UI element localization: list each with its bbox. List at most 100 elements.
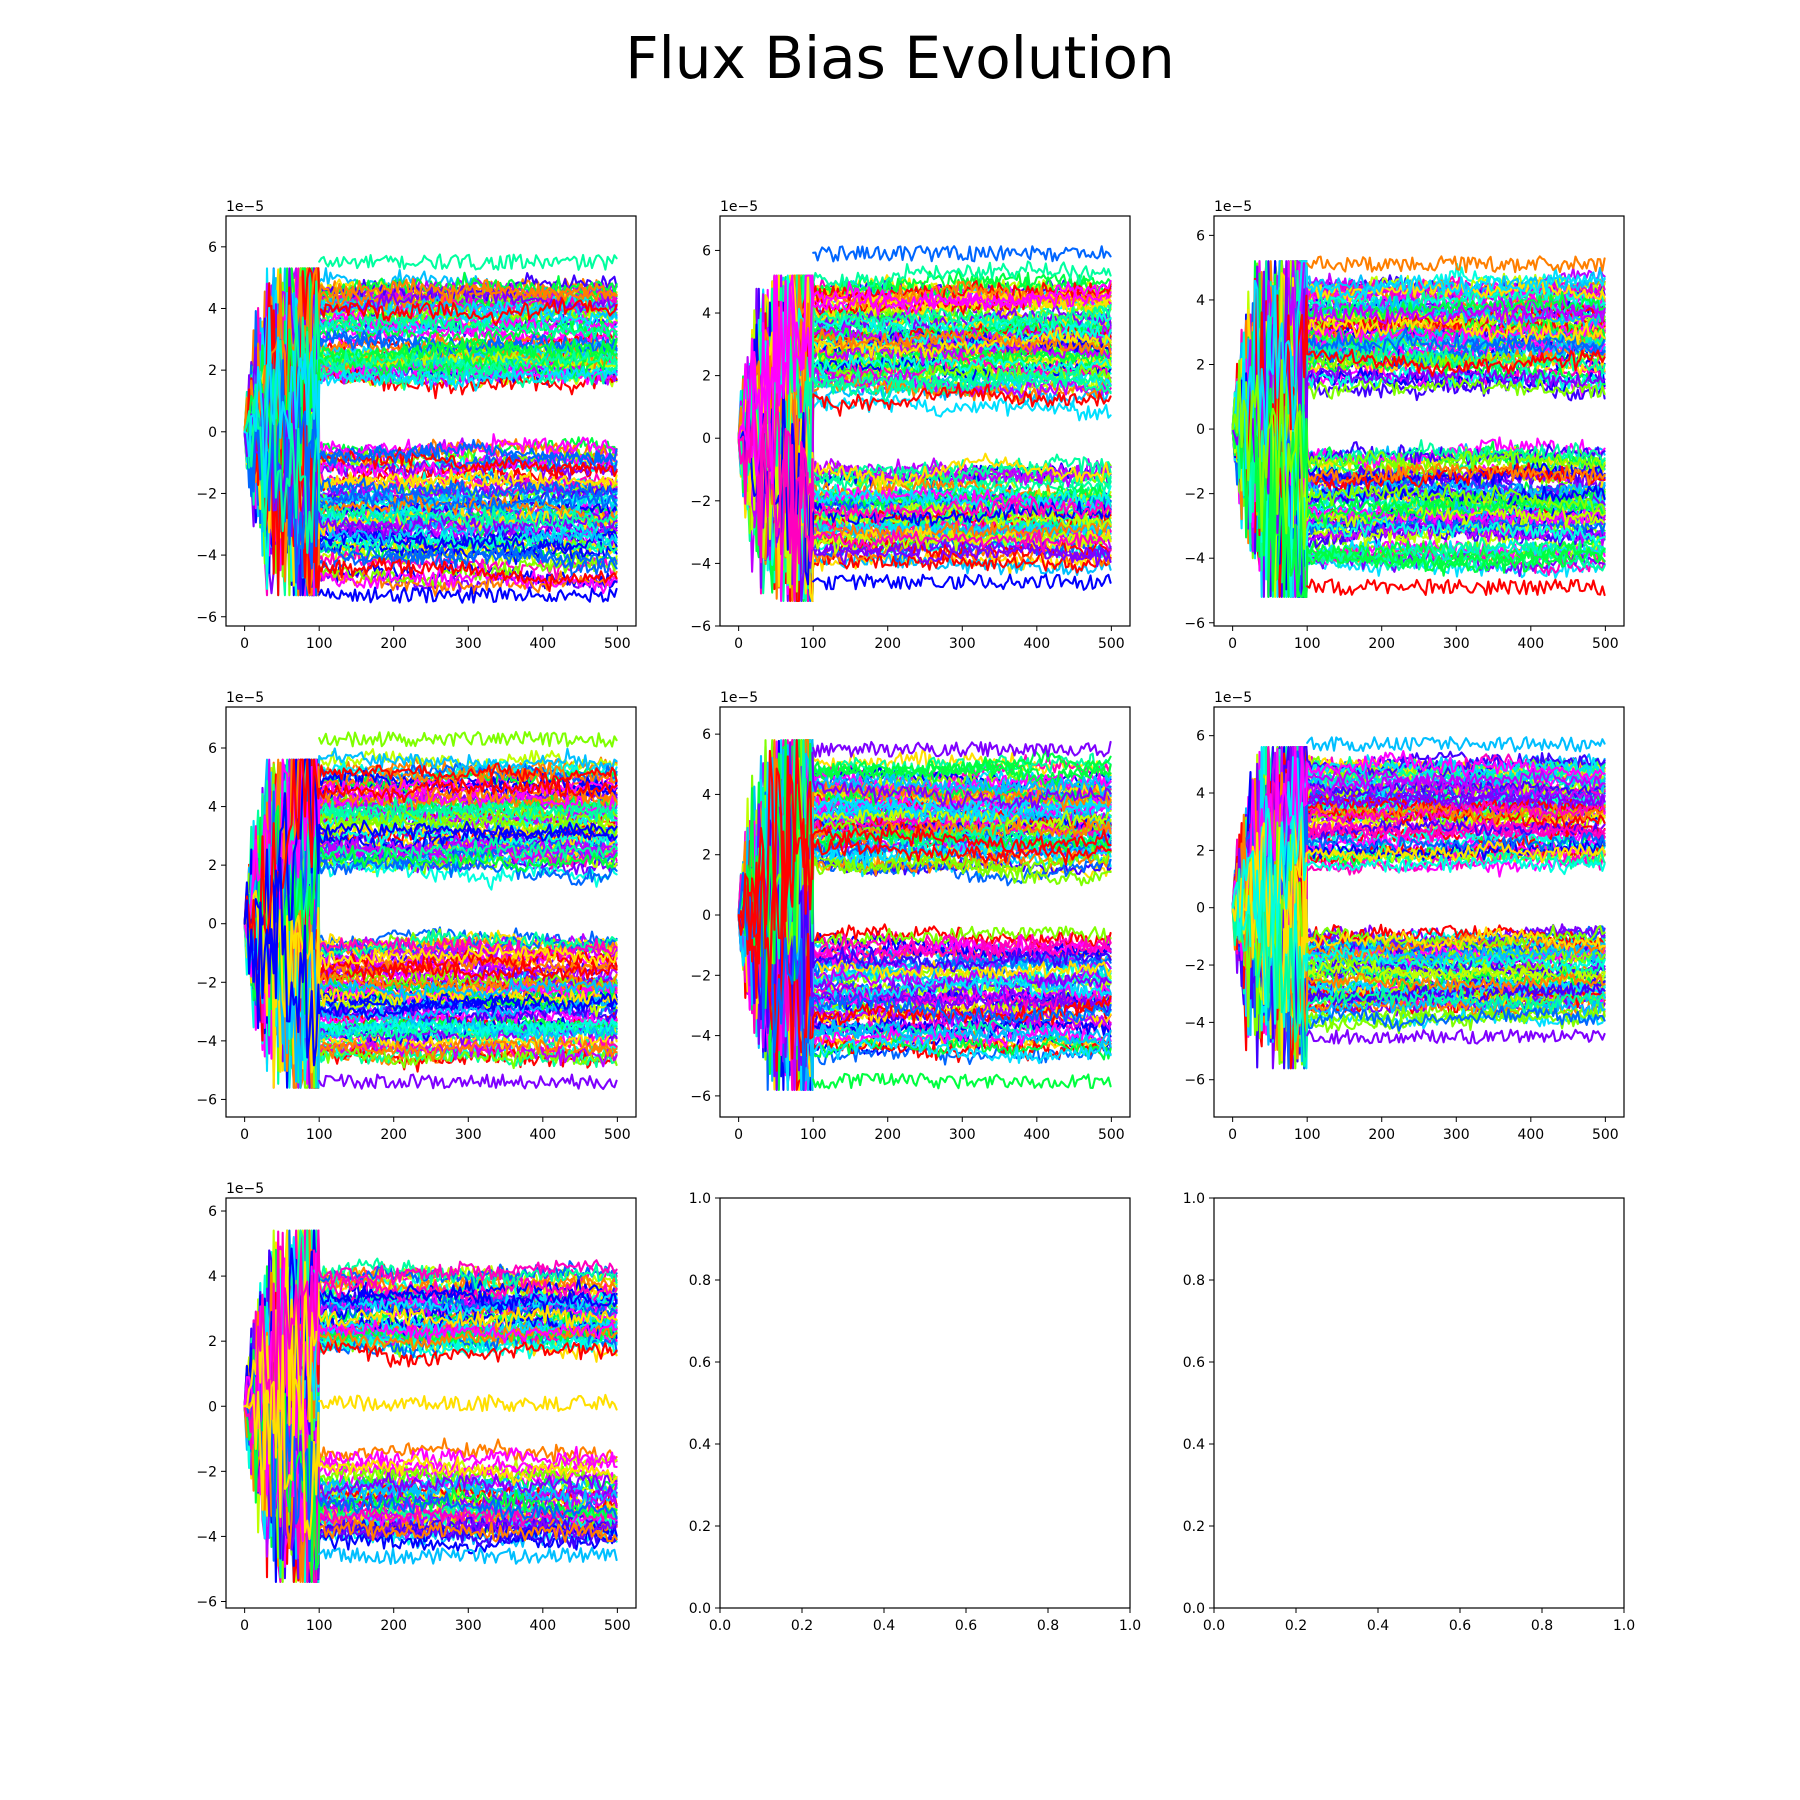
y-tick-label: 0 — [208, 917, 217, 933]
axes-frame — [719, 215, 1131, 627]
x-tick-label: 300 — [949, 1127, 976, 1143]
trace-line — [737, 871, 1112, 1091]
x-tick-label: 100 — [800, 1127, 827, 1143]
x-tick-label: 0.6 — [1449, 1618, 1471, 1634]
x-tick-label: 100 — [1294, 1127, 1321, 1143]
trace-line — [737, 274, 1112, 512]
y-tick-label: 0 — [1196, 422, 1205, 438]
y-tick-label: −4 — [1184, 551, 1205, 567]
x-tick-label: 300 — [455, 1618, 482, 1634]
x-tick-label: 0 — [1228, 1127, 1237, 1143]
x-tick-label: 200 — [1368, 636, 1395, 652]
x-tick-label: 0 — [240, 636, 249, 652]
subplot-2: 0 100 200 300 400 500 −6 −4 −2 0 2 4 6 1e−5 — [690, 199, 1131, 652]
y-tick-label: 6 — [208, 1204, 217, 1220]
y-tick-label: 0.6 — [689, 1355, 711, 1371]
y-tick-label: 6 — [702, 727, 711, 743]
extreme-trace-line — [812, 245, 1112, 263]
x-tick-label: 100 — [800, 636, 827, 652]
axes-frame — [225, 215, 637, 627]
subplot-8: 0.0 0.2 0.4 0.6 0.8 1.0 0.0 0.2 0.4 0.6 0.8 1.0 — [689, 1191, 1141, 1634]
trace-line — [243, 805, 618, 1015]
trace-group — [243, 730, 618, 1091]
x-tick-label: 0.2 — [1285, 1618, 1307, 1634]
x-tick-label: 0.8 — [1531, 1618, 1553, 1634]
y-offset-label: 1e−5 — [1214, 199, 1252, 215]
y-offset-label: 1e−5 — [226, 690, 264, 706]
trace-line — [1231, 375, 1606, 598]
y-tick-label: 1.0 — [689, 1191, 711, 1207]
trace-line — [737, 367, 1112, 524]
y-tick-label: 1.0 — [1183, 1191, 1205, 1207]
extreme-trace-line — [318, 1546, 618, 1566]
x-tick-label: 300 — [1443, 1127, 1470, 1143]
subplot-9: 0.0 0.2 0.4 0.6 0.8 1.0 0.0 0.2 0.4 0.6 0.8 1.0 — [1183, 1191, 1635, 1634]
axes-frame — [225, 1197, 637, 1609]
y-tick-label: −4 — [196, 1034, 217, 1050]
trace-line — [737, 274, 1112, 485]
y-tick-label: 4 — [208, 1269, 217, 1285]
y-tick-label: −6 — [690, 1089, 711, 1105]
extreme-trace-line — [318, 1393, 618, 1413]
y-tick-label: 0.8 — [689, 1273, 711, 1289]
trace-line — [737, 755, 1112, 993]
x-tick-label: 100 — [306, 1618, 333, 1634]
axes-frame — [1213, 215, 1625, 627]
extreme-trace-line — [812, 573, 1112, 591]
trace-line — [1231, 801, 1606, 954]
x-tick-label: 0.4 — [1367, 1618, 1389, 1634]
trace-line — [1231, 866, 1606, 1070]
y-tick-label: 0.6 — [1183, 1355, 1205, 1371]
y-tick-label: −2 — [690, 494, 711, 510]
trace-line — [737, 372, 1112, 603]
subplot-3: 0 100 200 300 400 500 −6 −4 −2 0 2 4 6 1e−5 — [1184, 199, 1625, 652]
y-tick-label: 0 — [702, 908, 711, 924]
y-tick-label: 2 — [1196, 843, 1205, 859]
y-tick-label: 0.0 — [1183, 1601, 1205, 1617]
trace-line — [243, 856, 618, 1067]
y-tick-label: −4 — [196, 548, 217, 564]
trace-line — [737, 773, 1112, 1028]
y-tick-label: 2 — [208, 1334, 217, 1350]
extreme-trace-line — [1306, 578, 1606, 597]
y-tick-label: −4 — [690, 556, 711, 572]
y-tick-label: 0.2 — [689, 1519, 711, 1535]
x-tick-label: 0.0 — [1203, 1618, 1225, 1634]
trace-line — [243, 1334, 618, 1541]
x-tick-label: 500 — [1098, 1127, 1125, 1143]
x-tick-label: 0.0 — [709, 1618, 731, 1634]
trace-line — [243, 1229, 618, 1471]
y-tick-label: 4 — [1196, 293, 1205, 309]
trace-line — [737, 280, 1112, 518]
subplot-6: 0 100 200 300 400 500 −6 −4 −2 0 2 4 6 1e−5 — [1184, 690, 1625, 1143]
y-tick-label: −2 — [196, 486, 217, 502]
y-tick-label: 0 — [208, 1399, 217, 1415]
x-tick-label: 200 — [380, 1127, 407, 1143]
extreme-trace-line — [812, 740, 1112, 758]
y-offset-label: 1e−5 — [226, 1181, 264, 1197]
x-tick-label: 200 — [380, 1618, 407, 1634]
axes-frame — [1213, 706, 1625, 1118]
trace-line — [243, 391, 618, 567]
y-tick-label: 6 — [208, 741, 217, 757]
x-tick-label: 300 — [455, 1127, 482, 1143]
y-tick-label: 6 — [702, 243, 711, 259]
figure-title: Flux Bias Evolution — [625, 24, 1175, 92]
x-tick-label: 0 — [240, 1618, 249, 1634]
y-tick-label: 4 — [702, 306, 711, 322]
y-tick-label: 4 — [702, 787, 711, 803]
trace-line — [243, 1341, 618, 1563]
y-tick-label: 2 — [208, 858, 217, 874]
x-tick-label: 400 — [1023, 1127, 1050, 1143]
subplot-5: 0 100 200 300 400 500 −6 −4 −2 0 2 4 6 1e−5 — [690, 690, 1131, 1143]
trace-group — [1231, 255, 1606, 598]
y-tick-label: −4 — [196, 1529, 217, 1545]
x-tick-label: 500 — [1098, 636, 1125, 652]
trace-line — [243, 267, 618, 481]
x-tick-label: 0 — [734, 1127, 743, 1143]
x-tick-label: 400 — [1023, 636, 1050, 652]
y-tick-label: −2 — [690, 968, 711, 984]
trace-line — [243, 280, 618, 514]
x-tick-label: 0.6 — [955, 1618, 977, 1634]
